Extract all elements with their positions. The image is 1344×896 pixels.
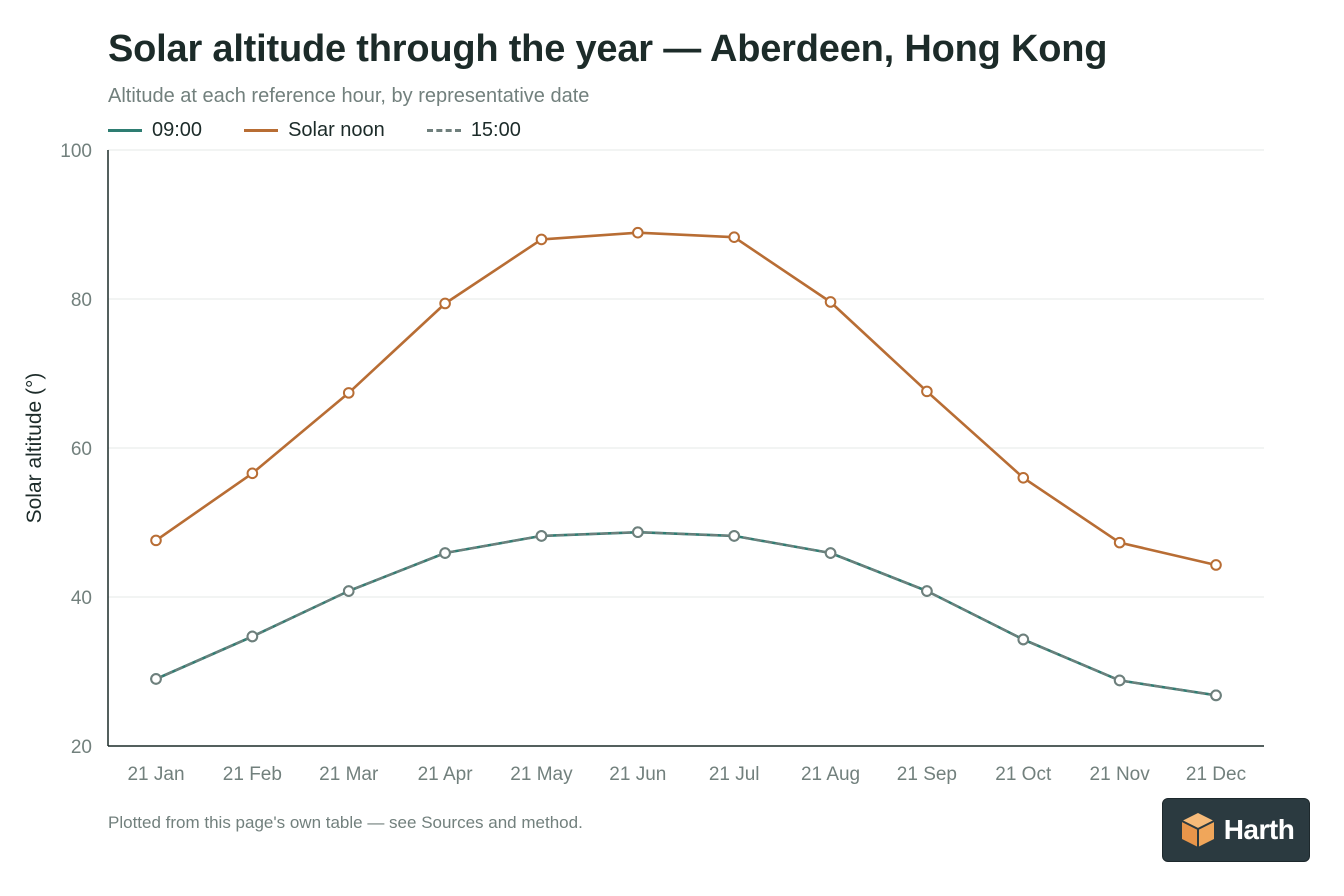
legend-label-solar-noon: Solar noon [288,119,385,141]
x-tick-label: 21 Feb [223,764,282,785]
series-line-solar-noon [154,231,1218,567]
legend-swatch-1500 [426,129,461,132]
data-point-15-00 [921,585,933,597]
x-tick-label: 21 May [510,764,573,785]
chart-title: Solar altitude through the year — Aberde… [108,28,1108,70]
series-line-09-00 [154,530,1218,697]
data-point-15-00 [632,526,644,538]
y-tick-label: 20 [71,737,92,758]
data-point-15-00 [728,530,740,542]
legend-item-0900: 09:00 [108,119,202,142]
data-point-15-00 [1017,633,1030,646]
x-tick-label: 21 Dec [1186,764,1246,785]
legend-label-0900: 09:00 [152,119,203,141]
data-point-solar-noon [150,534,162,547]
data-point-solar-noon [439,297,451,310]
series-lines [154,231,1218,697]
data-point-15-00 [824,547,837,559]
legend-item-solar-noon: Solar noon [244,119,385,142]
line-chart: 20 40 60 80 100 21 Jan 21 Feb 21 Mar 21 Apr 21 Ma… [23,141,1264,785]
series-points [150,226,1222,702]
x-tick-label: 21 Nov [1090,764,1151,785]
data-point-solar-noon [342,387,355,399]
tick-labels: 20 40 60 80 100 21 Jan 21 Feb 21 Mar 21 Apr 21 Ma… [60,141,1246,785]
y-tick-label: 40 [71,588,92,609]
harth-logo: Harth [1162,798,1310,862]
x-tick-label: 21 Mar [319,764,379,785]
data-point-15-00 [246,630,259,643]
data-point-15-00 [1113,674,1126,687]
data-point-solar-noon [1017,472,1030,484]
axes [107,150,1264,747]
data-point-15-00 [535,530,548,542]
x-tick-label: 21 Jan [127,764,184,785]
y-axis-label: Solar altitude (°) [23,373,46,524]
y-tick-label: 80 [71,290,92,311]
x-tick-label: 21 Aug [801,764,860,785]
y-tick-label: 100 [60,141,92,162]
data-point-solar-noon [921,385,933,398]
grid-lines [108,149,1264,598]
data-point-solar-noon [1113,536,1126,549]
x-tick-label: 21 Sep [897,764,957,785]
legend-swatch-solar-noon [244,129,279,132]
chart-legend: 09:00 Solar noon 15:00 [108,119,563,142]
legend-swatch-0900 [108,129,142,132]
x-tick-label: 21 Oct [995,764,1052,785]
data-point-solar-noon [246,467,259,480]
data-point-solar-noon [1210,559,1222,571]
harth-cube-icon [1181,813,1215,847]
data-point-15-00 [1210,689,1222,702]
chart-subtitle: Altitude at each reference hour, by repr… [108,85,590,107]
x-tick-label: 21 Apr [418,764,474,785]
legend-label-1500: 15:00 [470,119,521,141]
data-point-solar-noon [632,226,644,239]
data-point-15-00 [342,585,355,597]
data-point-15-00 [439,547,451,559]
data-point-solar-noon [728,231,740,243]
x-tick-label: 21 Jul [709,764,760,785]
harth-logo-text: Harth [1223,814,1295,845]
y-tick-label: 60 [71,439,92,460]
x-tick-label: 21 Jun [609,764,666,785]
data-point-15-00 [150,673,162,685]
data-point-solar-noon [535,233,548,246]
footnote: Plotted from this page's own table — see… [108,813,583,832]
legend-item-1500: 15:00 [426,119,521,142]
data-point-solar-noon [824,296,837,308]
series-line-15-00 [154,531,1218,697]
